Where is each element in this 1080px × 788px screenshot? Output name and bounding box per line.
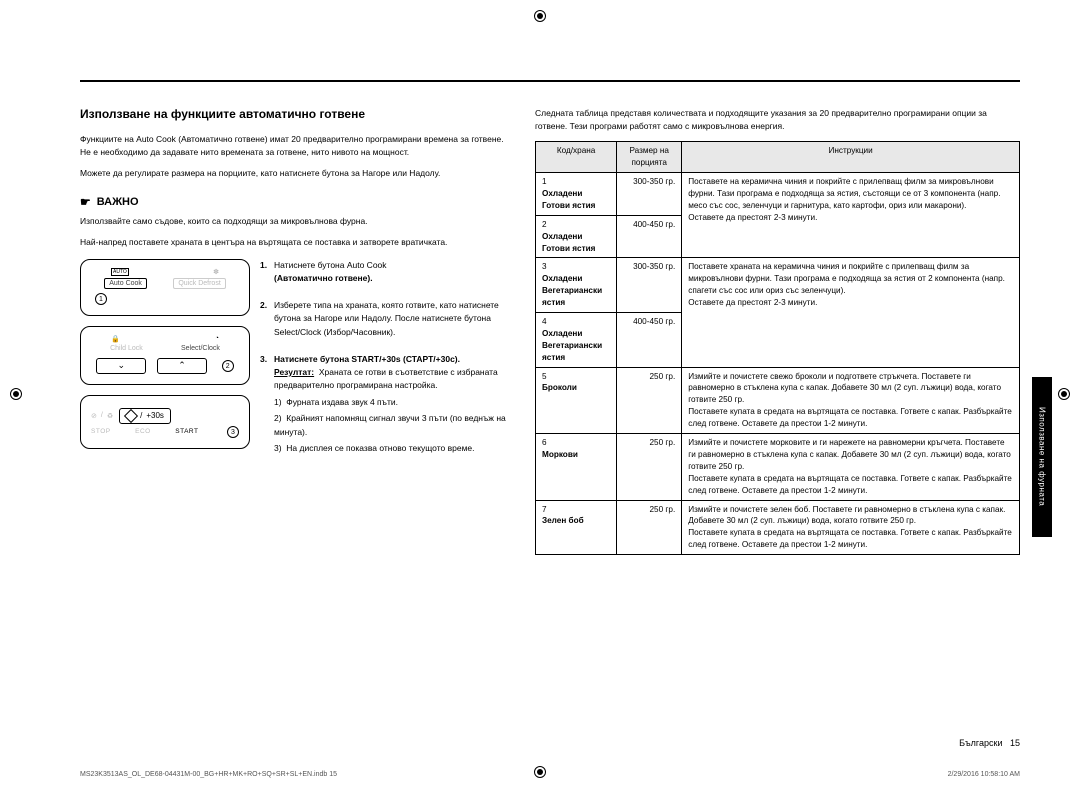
step-1-num: 1. xyxy=(260,259,274,272)
callout-1: 1 xyxy=(95,293,107,305)
cell-portion: 250 гр. xyxy=(617,500,682,555)
right-column: Следната таблица представя количествата … xyxy=(535,107,1020,555)
top-rule xyxy=(80,80,1020,82)
plus30-label: +30s xyxy=(146,411,164,420)
callout-2: 2 xyxy=(222,360,234,372)
cell-portion: 400-450 гр. xyxy=(617,215,682,258)
snowflake-icon: ✽ xyxy=(213,268,219,276)
diamond-icon xyxy=(124,409,138,423)
cell-code: 4ОхладениВегетариански ястия xyxy=(536,313,617,368)
cell-instructions: Измийте и почистете зелен боб. Поставете… xyxy=(682,500,1020,555)
footer-lang: Български xyxy=(959,738,1002,748)
control-panel-illustrations: AUTO ✽ Auto Cook Quick Defrost 1 🔒 xyxy=(80,259,250,469)
cell-portion: 250 гр. xyxy=(617,367,682,433)
important-paragraph-1: Използвайте само съдове, които са подход… xyxy=(80,215,515,228)
steps-text: 1.Натиснете бутона Auto Cook (Автоматичн… xyxy=(260,259,515,469)
table-row: 6Моркови250 гр.Измийте и почистете морко… xyxy=(536,434,1020,500)
cell-instructions: Поставете храната на керамична чиния и п… xyxy=(682,258,1020,367)
step-3: 3.Натиснете бутона START/+30s (СТАРТ/+30… xyxy=(260,353,515,455)
step-1: 1.Натиснете бутона Auto Cook (Автоматичн… xyxy=(260,259,515,285)
auto-icon: AUTO xyxy=(111,268,129,276)
cell-instructions: Измийте и почистете свежо броколи и подг… xyxy=(682,367,1020,433)
step-2-text: Изберете типа на храната, която готвите,… xyxy=(274,299,515,339)
section-title: Използване на функциите автоматично готв… xyxy=(80,107,515,121)
step-3-sub2: 2) Крайният напомнящ сигнал звучи 3 пъти… xyxy=(274,412,515,438)
panel-autocook: AUTO ✽ Auto Cook Quick Defrost 1 xyxy=(80,259,250,316)
step-1-lead: Натиснете бутона Auto Cook xyxy=(274,260,387,270)
step-1-sub: (Автоматично готвене). xyxy=(274,273,373,283)
th-instructions: Инструкции xyxy=(682,142,1020,173)
th-portion: Размер на порцията xyxy=(617,142,682,173)
cell-portion: 400-450 гр. xyxy=(617,313,682,368)
registration-mark xyxy=(1058,388,1070,400)
imprint-left: MS23K3513AS_OL_DE68-04431M-00_BG+HR+MK+R… xyxy=(80,771,337,778)
table-row: 7Зелен боб250 гр.Измийте и почистете зел… xyxy=(536,500,1020,555)
intro-paragraph-2: Можете да регулирате размера на порциите… xyxy=(80,167,515,180)
clock-icon: ◔ xyxy=(215,335,219,343)
page-content: Използване на функциите автоматично готв… xyxy=(80,80,1020,758)
left-column: Използване на функциите автоматично готв… xyxy=(80,107,515,555)
imprint-footer: MS23K3513AS_OL_DE68-04431M-00_BG+HR+MK+R… xyxy=(80,771,1020,778)
start-button-illustration: / +30s xyxy=(119,408,171,424)
footer-page-num: 15 xyxy=(1010,738,1020,748)
step-3-num: 3. xyxy=(260,353,274,366)
cell-portion: 300-350 гр. xyxy=(617,258,682,313)
panel-select: 🔒 ◔ Child Lock Select/Clock ⌄ ⌃ 2 xyxy=(80,326,250,385)
cell-portion: 300-350 гр. xyxy=(617,173,682,216)
registration-mark xyxy=(534,10,546,22)
th-code: Код/храна xyxy=(536,142,617,173)
cooking-table: Код/храна Размер на порцията Инструкции … xyxy=(535,141,1020,555)
down-arrow-button: ⌄ xyxy=(96,358,146,374)
cell-code: 6Моркови xyxy=(536,434,617,500)
table-row: 5Броколи250 гр.Измийте и почистете свежо… xyxy=(536,367,1020,433)
up-arrow-button: ⌃ xyxy=(157,358,207,374)
selectclock-label: Select/Clock xyxy=(181,345,220,352)
important-paragraph-2: Най-напред поставете храната в центъра н… xyxy=(80,236,515,249)
imprint-right: 2/29/2016 10:58:10 AM xyxy=(948,771,1020,778)
important-heading: ВАЖНО xyxy=(80,195,515,209)
cell-code: 2ОхладениГотови ястия xyxy=(536,215,617,258)
cell-portion: 250 гр. xyxy=(617,434,682,500)
stop-eco-icons: ⊘/♻ xyxy=(91,412,113,420)
eco-label: ECO xyxy=(135,428,151,435)
step-3-sub3: 3) На дисплея се показва отново текущото… xyxy=(274,442,515,455)
result-label: Резултат: xyxy=(274,367,314,377)
childlock-label: Child Lock xyxy=(110,345,143,352)
cell-instructions: Поставете на керамична чиния и покрийте … xyxy=(682,173,1020,258)
cell-instructions: Измийте и почистете морковите и ги нареж… xyxy=(682,434,1020,500)
autocook-button-label: Auto Cook xyxy=(104,278,147,289)
side-tab: Използване на фурната xyxy=(1032,377,1052,537)
step-2: 2.Изберете типа на храната, която готвит… xyxy=(260,299,515,339)
right-intro: Следната таблица представя количествата … xyxy=(535,107,1020,133)
important-label-text: ВАЖНО xyxy=(97,196,139,208)
lock-icon: 🔒 xyxy=(111,335,120,343)
start-label: START xyxy=(175,428,198,435)
cell-code: 3ОхладениВегетариански ястия xyxy=(536,258,617,313)
registration-mark xyxy=(10,388,22,400)
step-3-sub1: 1) Фурната издава звук 4 пъти. xyxy=(274,396,515,409)
cell-code: 5Броколи xyxy=(536,367,617,433)
stop-label: STOP xyxy=(91,428,111,435)
intro-paragraph-1: Функциите на Auto Cook (Автоматично готв… xyxy=(80,133,515,159)
callout-3: 3 xyxy=(227,426,239,438)
page-number: Български 15 xyxy=(959,738,1020,748)
step-3-lead: Натиснете бутона START/+30s (СТАРТ/+30с)… xyxy=(274,354,460,364)
panel-start: ⊘/♻ / +30s STOP ECO xyxy=(80,395,250,449)
step-2-num: 2. xyxy=(260,299,274,339)
table-row: 1ОхладениГотови ястия300-350 гр.Поставет… xyxy=(536,173,1020,216)
table-body: 1ОхладениГотови ястия300-350 гр.Поставет… xyxy=(536,173,1020,555)
table-row: 3ОхладениВегетариански ястия300-350 гр.П… xyxy=(536,258,1020,313)
quickdefrost-button-label: Quick Defrost xyxy=(173,278,225,289)
cell-code: 7Зелен боб xyxy=(536,500,617,555)
cell-code: 1ОхладениГотови ястия xyxy=(536,173,617,216)
